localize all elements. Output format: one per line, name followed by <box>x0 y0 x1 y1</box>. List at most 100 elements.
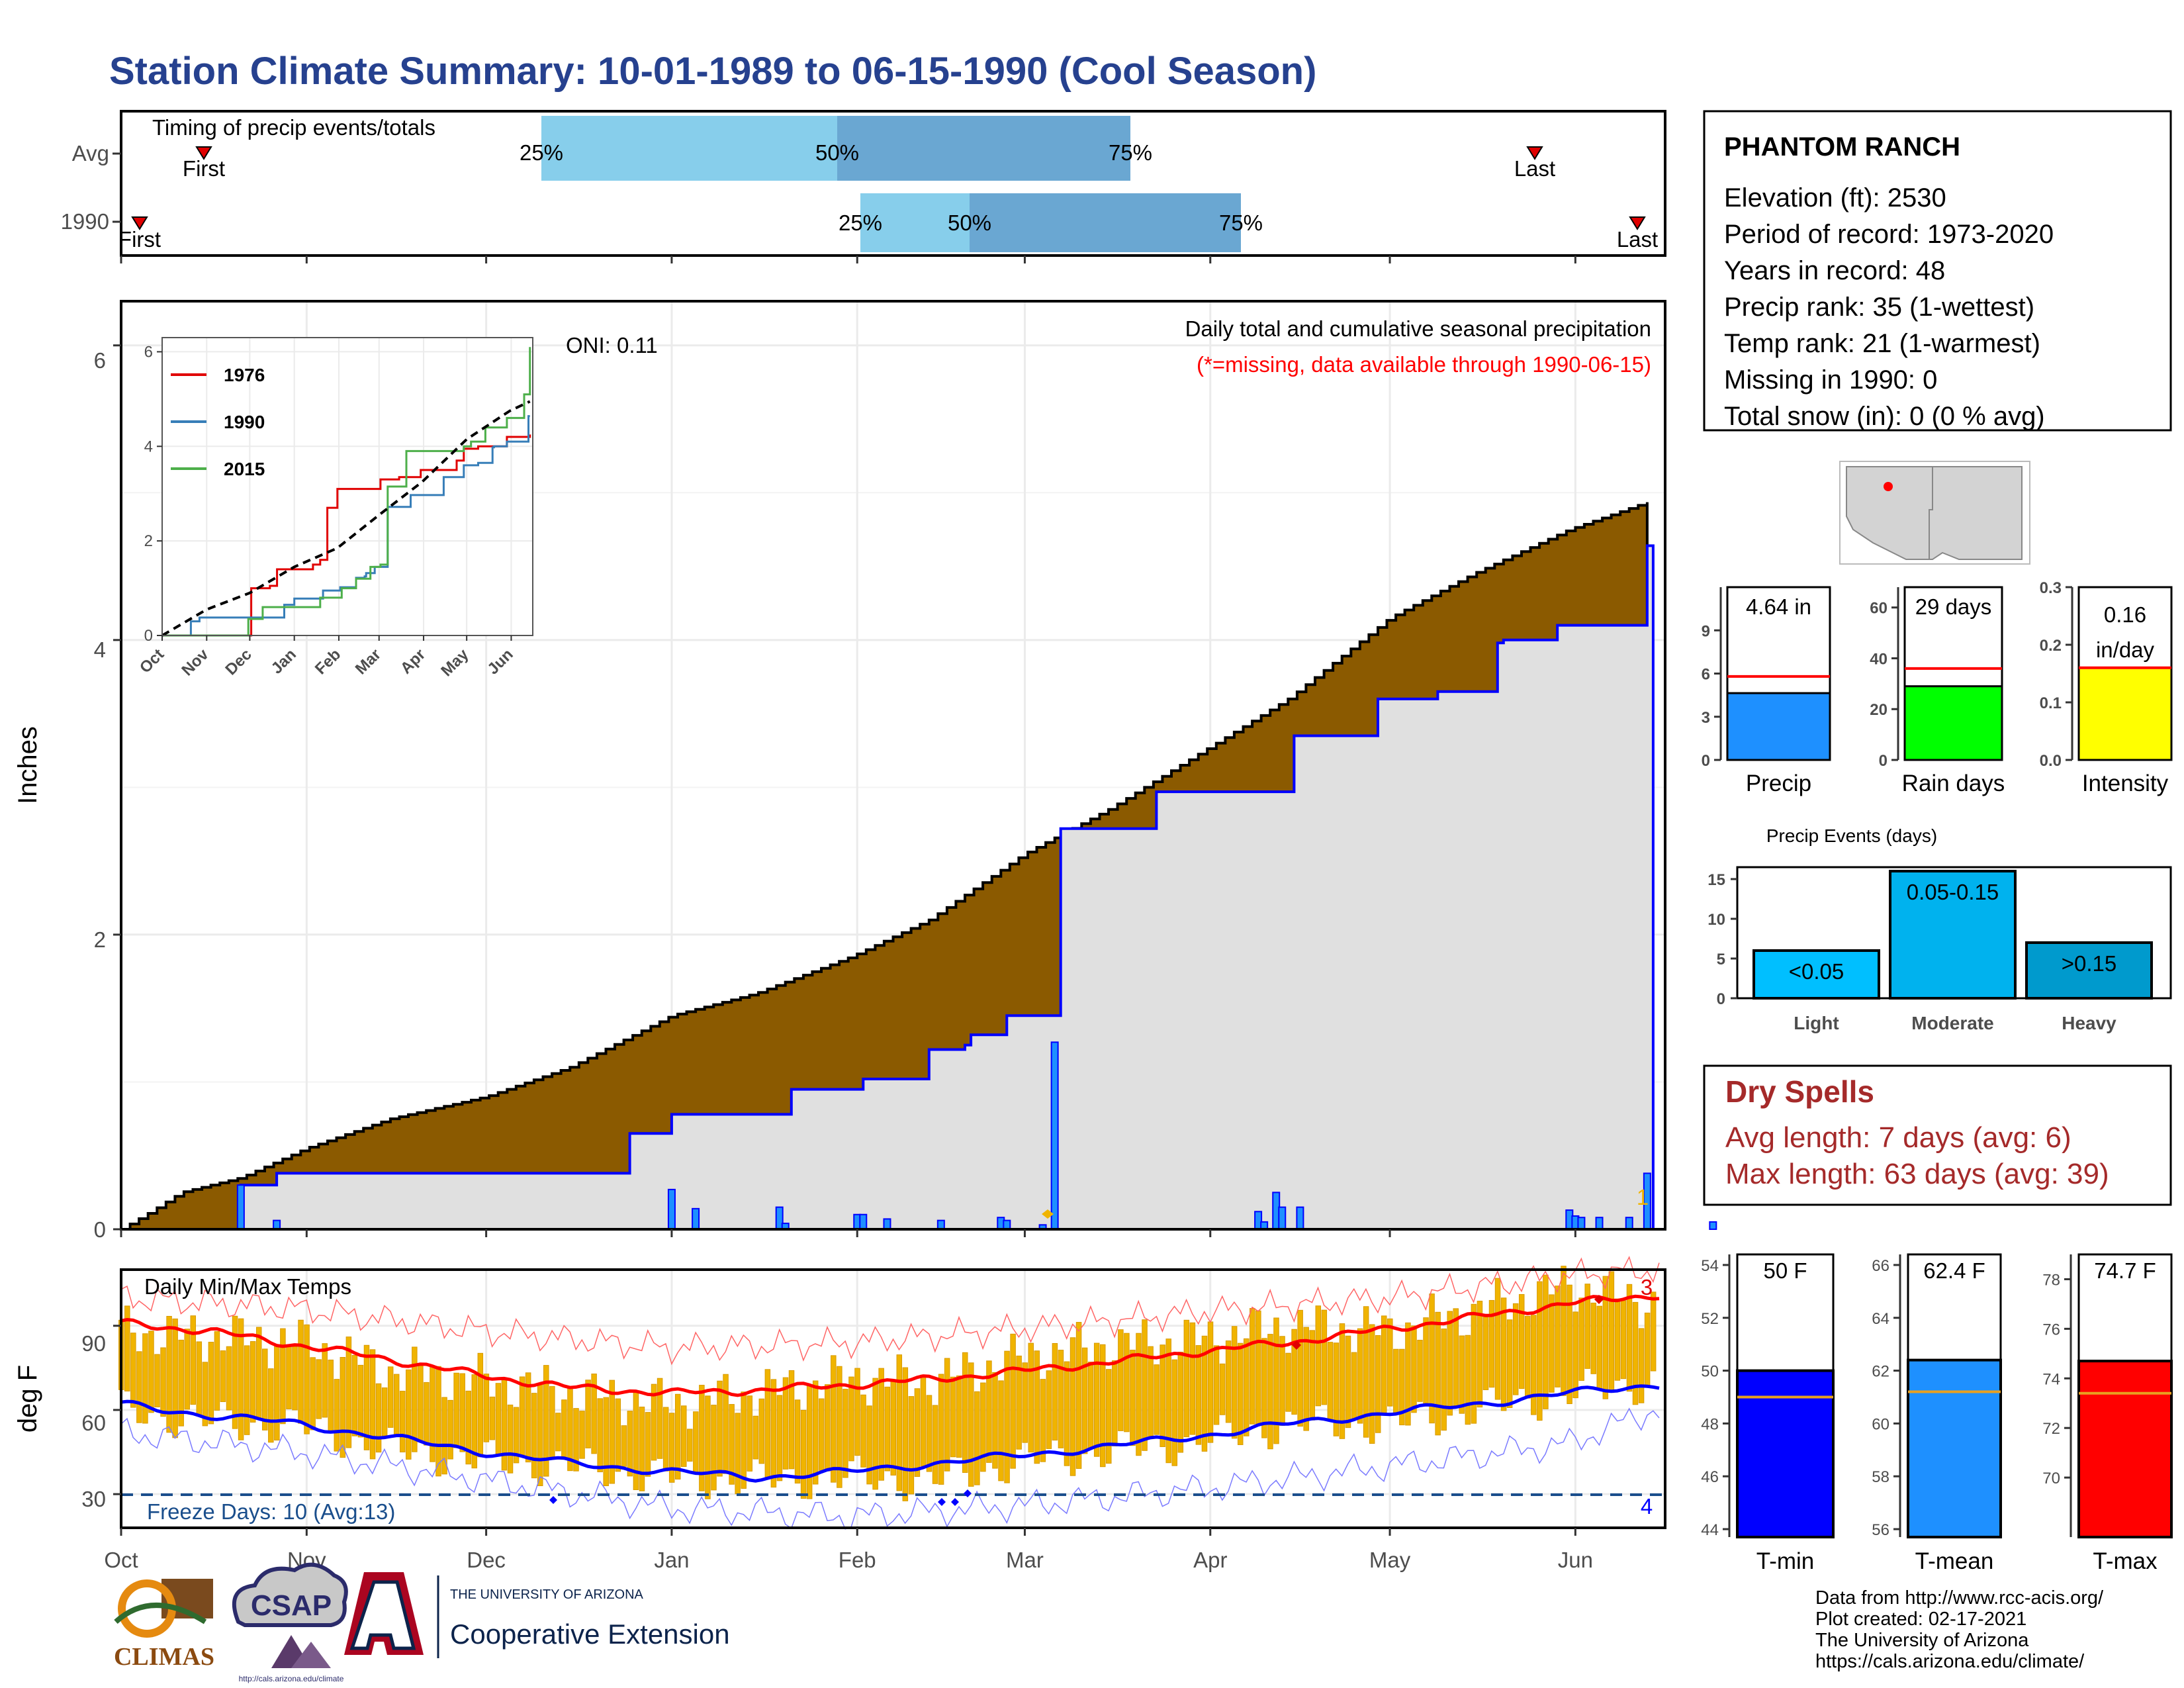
daily-temp-bar <box>1399 1348 1405 1426</box>
dry-spells-box: Dry Spells Avg length: 7 days (avg: 6) M… <box>1703 1064 2172 1206</box>
daily-temp-bar <box>974 1391 980 1485</box>
missing-note: (*=missing, data available through 1990-… <box>1197 352 1651 377</box>
daily-temp-bar <box>316 1359 322 1419</box>
daily-temp-bar <box>1345 1335 1351 1429</box>
daily-temp-bar <box>1195 1345 1202 1445</box>
timing-panel: Timing of precip events/totals Avg 1990 … <box>61 110 1666 263</box>
precip-caption: Daily total and cumulative seasonal prec… <box>1185 316 1651 341</box>
tsum-value-label: 50 F <box>1763 1258 1807 1283</box>
daily-temp-bar <box>1578 1297 1584 1381</box>
daily-precip-bar <box>1595 1217 1604 1230</box>
daily-temp-bar <box>1584 1284 1590 1369</box>
daily-temp-bar <box>1148 1346 1154 1438</box>
location-map <box>1839 461 2030 565</box>
tsum-ytick-label: 50 <box>1701 1363 1719 1381</box>
daily-temp-bar <box>1010 1333 1016 1469</box>
freeze-day-marker <box>951 1498 959 1506</box>
daily-temp-bar <box>148 1331 154 1413</box>
daily-temp-bar <box>166 1315 172 1433</box>
csap-text: CSAP <box>251 1589 332 1622</box>
daily-temp-bar <box>854 1368 860 1456</box>
climas-text: CLIMAS <box>114 1643 214 1671</box>
summary-value-label: 29 days <box>1915 594 1992 619</box>
footer-line: Data from http://www.rcc-acis.org/ <box>1815 1587 2104 1609</box>
daily-temp-bar <box>172 1318 178 1438</box>
daily-temp-bar <box>735 1413 741 1495</box>
daily-precip-bar <box>1296 1206 1304 1230</box>
daily-temp-bar <box>884 1386 890 1472</box>
daily-temp-bar <box>465 1390 471 1465</box>
freeze-day-marker <box>938 1498 946 1506</box>
daily-temp-bar <box>1004 1350 1010 1483</box>
daily-temp-bar <box>579 1411 585 1459</box>
avg-last-label: Last <box>1514 156 1555 181</box>
daily-temp-bar <box>1387 1318 1393 1407</box>
events-bar-heavy <box>2025 941 2153 1000</box>
daily-temp-bar <box>1537 1281 1543 1421</box>
daily-temp-bar <box>1441 1328 1447 1431</box>
daily-temp-bar <box>1590 1302 1596 1374</box>
daily-temp-bar <box>1411 1325 1417 1413</box>
daily-temp-bar <box>609 1380 615 1484</box>
station-line: Precip rank: 35 (1-wettest) <box>1724 293 2034 322</box>
daily-temp-bar <box>668 1413 675 1483</box>
summary-value-unit: in/day <box>2096 637 2155 662</box>
summary-ytick-label: 0.3 <box>2040 579 2062 597</box>
daily-temp-bar <box>1093 1342 1100 1457</box>
daily-temp-bar <box>1459 1335 1465 1414</box>
record-max-marker <box>1292 1340 1301 1350</box>
tsum-ytick-label: 58 <box>1872 1468 1889 1486</box>
daily-temp-bar <box>1171 1359 1178 1466</box>
daily-temp-bar <box>1447 1311 1453 1416</box>
daily-temp-bar <box>513 1407 520 1464</box>
daily-temp-bar <box>1572 1311 1578 1399</box>
daily-temp-bar <box>1273 1317 1279 1444</box>
daily-temp-bar <box>412 1346 418 1452</box>
yr-p25-label: 25% <box>839 211 882 235</box>
daily-temp-bar <box>1130 1350 1136 1446</box>
daily-temp-bar <box>1075 1322 1082 1469</box>
daily-temp-bar <box>244 1345 250 1435</box>
daily-temp-bar <box>1506 1319 1513 1408</box>
daily-temp-bar <box>430 1365 435 1462</box>
temp-summary-bars: 44 46 48 50 52 54 50 F T-min 56 58 60 62 64 66 62.4 F T… <box>1701 1253 2173 1574</box>
daily-temp-bar <box>196 1341 203 1415</box>
daily-temp-bar <box>956 1375 962 1458</box>
daily-temp-bar <box>633 1391 639 1490</box>
daily-precip-bar <box>936 1219 945 1230</box>
daily-precip-bar <box>1050 1041 1059 1231</box>
daily-temp-bar <box>1303 1327 1309 1431</box>
daily-temp-bar <box>860 1394 866 1468</box>
summary-name: Intensity <box>2082 771 2169 796</box>
daily-precip-bar <box>692 1207 700 1231</box>
tsum-ytick-label: 76 <box>2042 1321 2060 1338</box>
events-bar-moderate <box>1889 870 2017 1000</box>
daily-temp-bar <box>1261 1338 1267 1438</box>
daily-temp-bar <box>1596 1305 1603 1390</box>
daily-temp-bar <box>1351 1352 1357 1419</box>
daily-temp-bar <box>800 1409 807 1499</box>
events-bar-label: >0.15 <box>2062 951 2117 976</box>
temp-ylabel: deg F <box>13 1365 42 1432</box>
events-ytick-label: 10 <box>1707 911 1725 929</box>
missing-marker <box>1042 1209 1054 1219</box>
daily-temp-bar <box>1363 1306 1369 1438</box>
daily-temp-bar <box>1028 1342 1034 1453</box>
tsum-ytick-label: 70 <box>2042 1470 2060 1487</box>
summary-value-label: 4.64 in <box>1746 594 1811 619</box>
daily-temp-bar <box>1357 1328 1363 1424</box>
daily-temp-bar <box>1177 1352 1184 1453</box>
events-ytick-label: 5 <box>1717 951 1725 968</box>
daily-temp-bar <box>1453 1308 1459 1407</box>
freeze-days-label: Freeze Days: 10 (Avg:13) <box>147 1499 395 1524</box>
inset-line-1990 <box>162 415 530 637</box>
daily-temp-bar <box>1058 1350 1064 1448</box>
month-label: Jan <box>654 1548 689 1572</box>
daily-temp-bar <box>286 1345 292 1409</box>
summary-ytick-label: 60 <box>1870 600 1888 618</box>
daily-temp-bar <box>274 1346 280 1441</box>
daily-temp-bar <box>1423 1317 1429 1407</box>
daily-temp-bar <box>208 1342 214 1425</box>
tsum-value-label: 74.7 F <box>2094 1258 2156 1283</box>
